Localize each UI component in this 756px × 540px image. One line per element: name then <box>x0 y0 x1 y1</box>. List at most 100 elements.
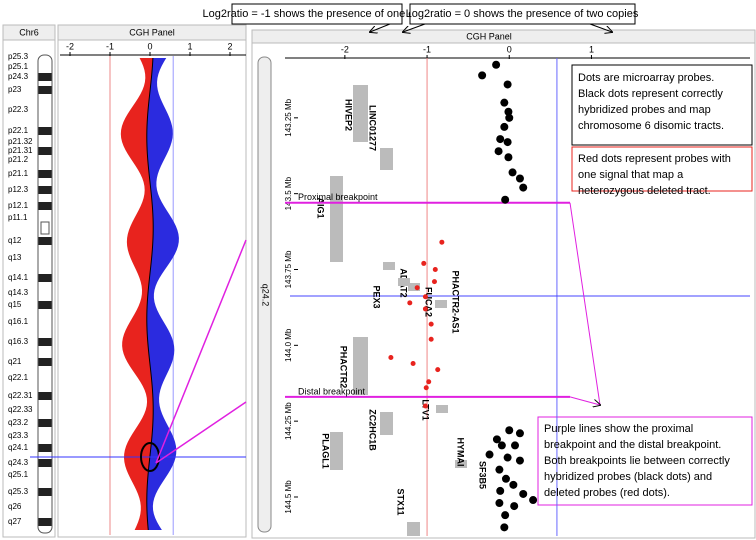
note-line: chromosome 6 disomic tracts. <box>578 120 724 132</box>
band <box>38 86 52 94</box>
x-tick-label: 1 <box>187 41 192 51</box>
gene-label: PHACTR2-AS1 <box>451 270 461 333</box>
band <box>38 419 52 427</box>
band-label: q15 <box>8 300 22 309</box>
gene-label: LTV1 <box>421 399 431 420</box>
arrow <box>589 23 612 32</box>
arrow <box>370 23 391 32</box>
band-label: p25.3 <box>8 52 29 61</box>
probe <box>510 502 519 511</box>
probe <box>495 465 504 474</box>
x-tick-label: -1 <box>106 41 114 51</box>
probe <box>504 107 513 116</box>
gene-body <box>380 412 393 435</box>
gene-label: PHACTR2 <box>339 346 349 389</box>
note-box <box>571 146 753 192</box>
gene-label: STX11 <box>396 488 406 515</box>
y-tick-label: 144.0 Mb <box>284 328 293 362</box>
probe <box>428 336 434 342</box>
ideogram-header <box>2 24 56 41</box>
probe <box>503 138 512 147</box>
band-label: p11.1 <box>8 213 28 222</box>
band-label: q21 <box>8 357 22 366</box>
probe <box>515 456 524 465</box>
gene-body <box>436 405 448 413</box>
band-label: q26 <box>8 502 22 511</box>
x-tick-label: 2 <box>227 41 232 51</box>
note-line: hybridized probes (black dots) and <box>544 471 712 483</box>
note: Log2ratio = -1 shows the presence of one… <box>202 8 432 20</box>
gene-label: FUCA2 <box>424 287 434 317</box>
gene-body <box>455 460 467 468</box>
x-tick-label: -2 <box>66 41 74 51</box>
y-tick-label: 143.5 Mb <box>284 176 293 210</box>
probe <box>492 435 501 444</box>
probe <box>501 195 510 204</box>
gene-label: SF3B5 <box>478 461 488 489</box>
band <box>38 274 52 282</box>
band-label: p21.31 <box>8 146 33 155</box>
x-tick-label: -1 <box>423 44 431 54</box>
gene-label: AIG1 <box>316 197 326 218</box>
band-label: p22.1 <box>8 126 29 135</box>
note-box <box>231 3 403 25</box>
band-label: p23 <box>8 85 22 94</box>
probe <box>492 60 501 69</box>
breakpoint-label: Distal breakpoint <box>298 386 366 396</box>
zoom-panel-title: CGH Panel <box>466 31 512 41</box>
band <box>38 186 52 194</box>
arrow <box>403 23 426 32</box>
band-label: q14.1 <box>8 273 29 282</box>
probe <box>422 294 428 300</box>
band-label: q14.3 <box>8 288 29 297</box>
band-label: p12.3 <box>8 185 29 194</box>
probe <box>500 122 509 131</box>
probe <box>426 379 432 385</box>
chromosome-label: Chr6 <box>19 27 39 37</box>
probe <box>388 354 394 360</box>
x-tick-label: 0 <box>147 41 152 51</box>
band-label: q24.1 <box>8 443 29 452</box>
band-label: q13 <box>8 253 22 262</box>
centromere <box>40 221 50 235</box>
gene-body <box>398 278 410 286</box>
band <box>38 518 52 526</box>
probe <box>505 113 514 122</box>
probe <box>501 511 510 520</box>
probe <box>503 453 512 462</box>
gene-body <box>383 262 395 270</box>
pointer <box>569 396 600 405</box>
zoom-line <box>155 401 247 464</box>
band-label: q25.3 <box>8 487 29 496</box>
x-tick-label: 0 <box>507 44 512 54</box>
gene-label: ZC2HC1B <box>368 409 378 451</box>
probe <box>423 385 429 391</box>
panel-title: CGH Panel <box>129 27 175 37</box>
probe <box>478 71 487 80</box>
probe <box>485 450 494 459</box>
probe <box>421 260 427 266</box>
band-label: q12 <box>8 236 22 245</box>
band-label: p12.1 <box>8 201 29 210</box>
y-tick-label: 144.25 Mb <box>284 402 293 440</box>
band <box>38 301 52 309</box>
note-line: Dots are microarray probes. <box>578 72 714 84</box>
note-box <box>571 64 753 146</box>
y-tick-label: 144.5 Mb <box>284 480 293 514</box>
probe <box>519 489 528 498</box>
band-label: q22.31 <box>8 391 33 400</box>
gain-density <box>146 58 179 530</box>
probe <box>407 300 413 306</box>
probe <box>431 279 437 285</box>
cgh-header <box>57 24 247 41</box>
band <box>38 459 52 467</box>
probe <box>497 441 506 450</box>
probe <box>414 285 420 291</box>
band <box>38 127 52 135</box>
band-label: q22.33 <box>8 405 33 414</box>
band-label: q24.3 <box>8 458 29 467</box>
note-line: heterozygous deleted tract. <box>578 185 711 197</box>
loss-density <box>120 58 154 530</box>
band <box>38 202 52 210</box>
probe <box>422 306 428 312</box>
